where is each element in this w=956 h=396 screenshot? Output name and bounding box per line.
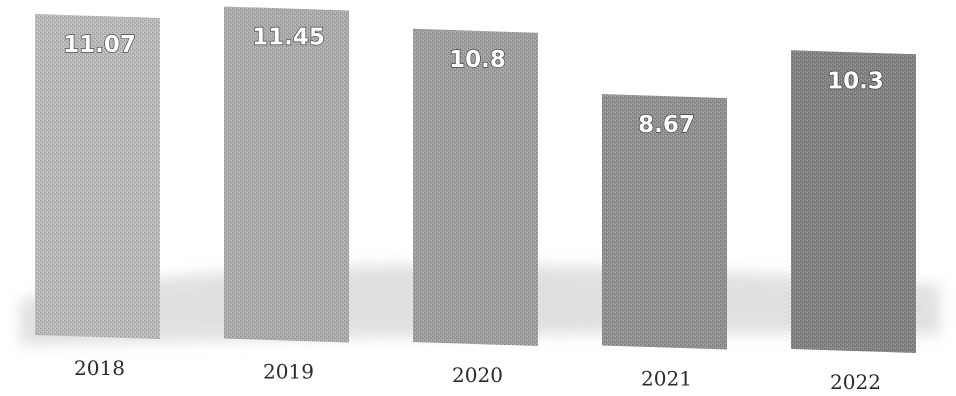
- bar-texture-2018: [35, 13, 160, 339]
- value-label-2018: 11.07: [63, 32, 136, 58]
- x-tick-2021: 2021: [641, 367, 692, 391]
- x-axis-tick-labels: 2018 2019 2020 2021 2022: [74, 356, 881, 394]
- value-label-2019: 11.45: [252, 24, 325, 50]
- x-tick-2020: 2020: [452, 363, 503, 387]
- bar-texture-2022: [791, 50, 916, 354]
- x-tick-2018: 2018: [74, 356, 125, 380]
- x-tick-2019: 2019: [263, 360, 314, 384]
- x-tick-2022: 2022: [830, 370, 881, 392]
- value-label-2020: 10.8: [449, 47, 506, 73]
- value-label-2021: 8.67: [638, 112, 695, 138]
- value-labels: 11.07 11.45 10.8 8.67 10.3: [63, 24, 885, 139]
- bar-texture-2021: [602, 94, 727, 350]
- bar-texture-2020: [413, 28, 538, 347]
- bars: [35, 6, 916, 354]
- bar-texture-2019: [224, 6, 349, 343]
- value-label-2022: 10.3: [827, 68, 884, 94]
